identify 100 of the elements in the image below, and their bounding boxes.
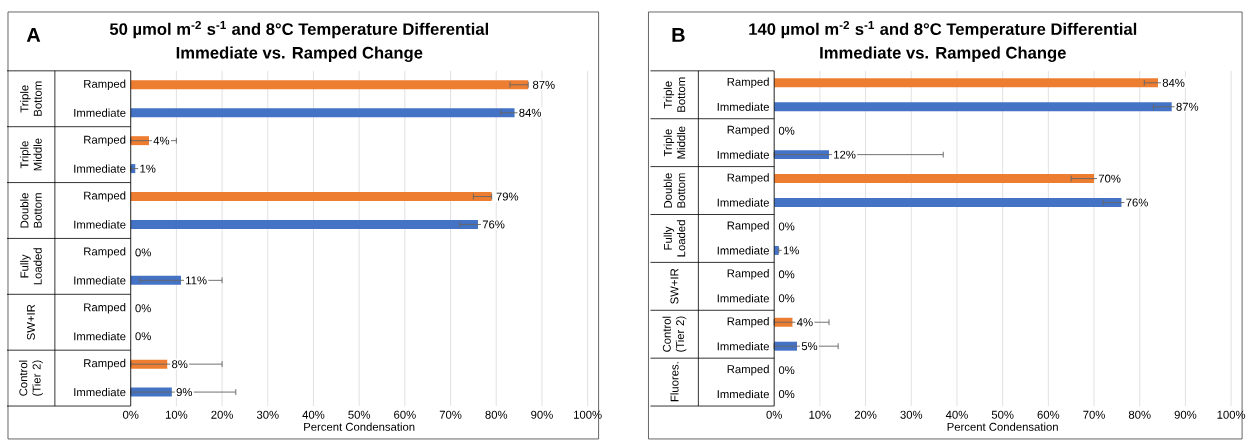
x-tick-label: 100% [574, 410, 602, 419]
y-tick-label: Immediate [717, 246, 769, 255]
text: A [26, 28, 41, 42]
x-tick-label: 80% [485, 410, 508, 419]
bar [130, 80, 529, 90]
data-label: 12% [834, 150, 856, 159]
text: Triple Middle [20, 138, 42, 171]
y-tick-label: Immediate [717, 342, 769, 351]
data-label: 76% [482, 220, 505, 229]
y-tick-label: Immediate [74, 108, 126, 117]
text: Triple Bottom [663, 77, 686, 112]
data-label: 1% [783, 246, 799, 255]
data-label: 0% [778, 126, 795, 135]
x-tick-label: 0% [122, 410, 139, 419]
bar [774, 78, 1158, 88]
data-label: 0% [135, 248, 151, 257]
y-tick-label: Immediate [74, 164, 126, 173]
text: Fluores. [670, 362, 679, 402]
x-tick-label: 30% [256, 410, 279, 419]
x-tick-label: 60% [394, 410, 416, 419]
x-tick-label: 70% [439, 410, 462, 419]
text: Triple Middle [663, 126, 686, 159]
y-tick-label: Ramped [84, 358, 126, 370]
x-tick-label: 100% [1217, 410, 1246, 419]
bar [130, 275, 181, 285]
x-tick-label: 60% [1037, 410, 1060, 419]
data-label: 84% [1162, 78, 1185, 87]
text: Double Bottom [663, 173, 686, 208]
data-label: 4% [153, 136, 170, 145]
y-tick-label: Immediate [717, 294, 769, 303]
data-label: 11% [186, 276, 207, 285]
data-label: 0% [778, 390, 795, 399]
data-label: 8% [172, 360, 188, 369]
bar [774, 174, 1095, 184]
data-label: 5% [801, 342, 818, 351]
data-label: 0% [778, 294, 795, 303]
x-tick-label: 90% [1174, 410, 1197, 419]
data-label: 0% [135, 332, 151, 341]
y-tick-label: Ramped [727, 173, 769, 184]
text: Double Bottom [20, 193, 42, 228]
y-tick-label: Immediate [74, 332, 126, 341]
chart-title: 140 µmol m$^{-2}$ s$^{-1}$ and 8°C Temperature Differential [749, 20, 1137, 39]
text: Fully Loaded [663, 220, 686, 257]
y-tick-label: Ramped [727, 364, 769, 376]
data-label: 9% [176, 388, 193, 397]
text: B [672, 28, 685, 42]
y-tick-label: Immediate [74, 387, 126, 397]
y-tick-label: Immediate [717, 102, 769, 111]
data-label: 0% [778, 270, 795, 279]
text: Control (Tier 2) [19, 360, 43, 396]
y-tick-label: Ramped [727, 316, 769, 328]
x-tick-label: 90% [531, 410, 553, 419]
data-label: 1% [140, 164, 156, 173]
y-tick-label: Immediate [717, 150, 769, 159]
x-tick-label: 80% [1128, 410, 1151, 419]
data-label: 87% [532, 80, 555, 89]
x-tick-label: 70% [1083, 410, 1105, 419]
y-tick-label: Ramped [84, 247, 126, 258]
y-tick-label: Immediate [74, 220, 126, 229]
y-tick-label: Ramped [84, 303, 126, 314]
x-tick-label: 30% [900, 410, 923, 419]
data-label: 0% [778, 366, 795, 375]
x-tick-label: 40% [302, 410, 325, 419]
y-tick-label: Immediate [74, 276, 126, 285]
x-tick-label: 40% [945, 410, 968, 419]
x-axis-title: Percent Condensation [304, 422, 415, 431]
y-tick-label: Ramped [84, 191, 126, 202]
x-tick-label: 10% [809, 410, 831, 419]
y-tick-label: Ramped [727, 125, 769, 136]
text: Triple Bottom [20, 81, 42, 116]
data-label: 76% [1126, 198, 1148, 207]
x-tick-label: 0% [766, 410, 782, 419]
data-label: 87% [1176, 102, 1199, 111]
y-tick-label: Ramped [84, 135, 126, 146]
x-tick-label: 20% [211, 410, 234, 419]
text: Fully Loaded [20, 248, 42, 285]
text: SW+IR [670, 268, 679, 304]
x-axis-title: Percent Condensation [947, 422, 1058, 431]
x-tick-label: 10% [165, 410, 188, 419]
y-tick-label: Ramped [727, 221, 769, 232]
data-label: 70% [1098, 174, 1121, 183]
x-tick-label: 50% [348, 410, 371, 419]
chart-title: 50 µmol m$^{-2}$ s$^{-1}$ and 8°C Temperature Differential [109, 20, 489, 39]
data-label: 4% [796, 318, 813, 327]
y-tick-label: Ramped [84, 79, 126, 91]
x-tick-label: 20% [854, 410, 877, 419]
data-label: 0% [778, 222, 795, 231]
y-tick-label: Ramped [727, 269, 769, 280]
text: SW+IR [26, 304, 35, 340]
y-tick-label: Ramped [727, 77, 769, 89]
chart-subtitle: Immediate vs. Ramped Change [820, 46, 1066, 63]
bar [130, 108, 515, 118]
data-label: 84% [519, 108, 542, 117]
chart-subtitle: Immediate vs. Ramped Change [176, 46, 423, 63]
y-tick-label: Immediate [717, 389, 769, 399]
text: Control (Tier 2) [662, 316, 687, 352]
data-label: 0% [135, 304, 151, 313]
y-tick-label: Immediate [717, 198, 769, 207]
bar [130, 192, 492, 202]
data-label: 79% [496, 192, 519, 201]
